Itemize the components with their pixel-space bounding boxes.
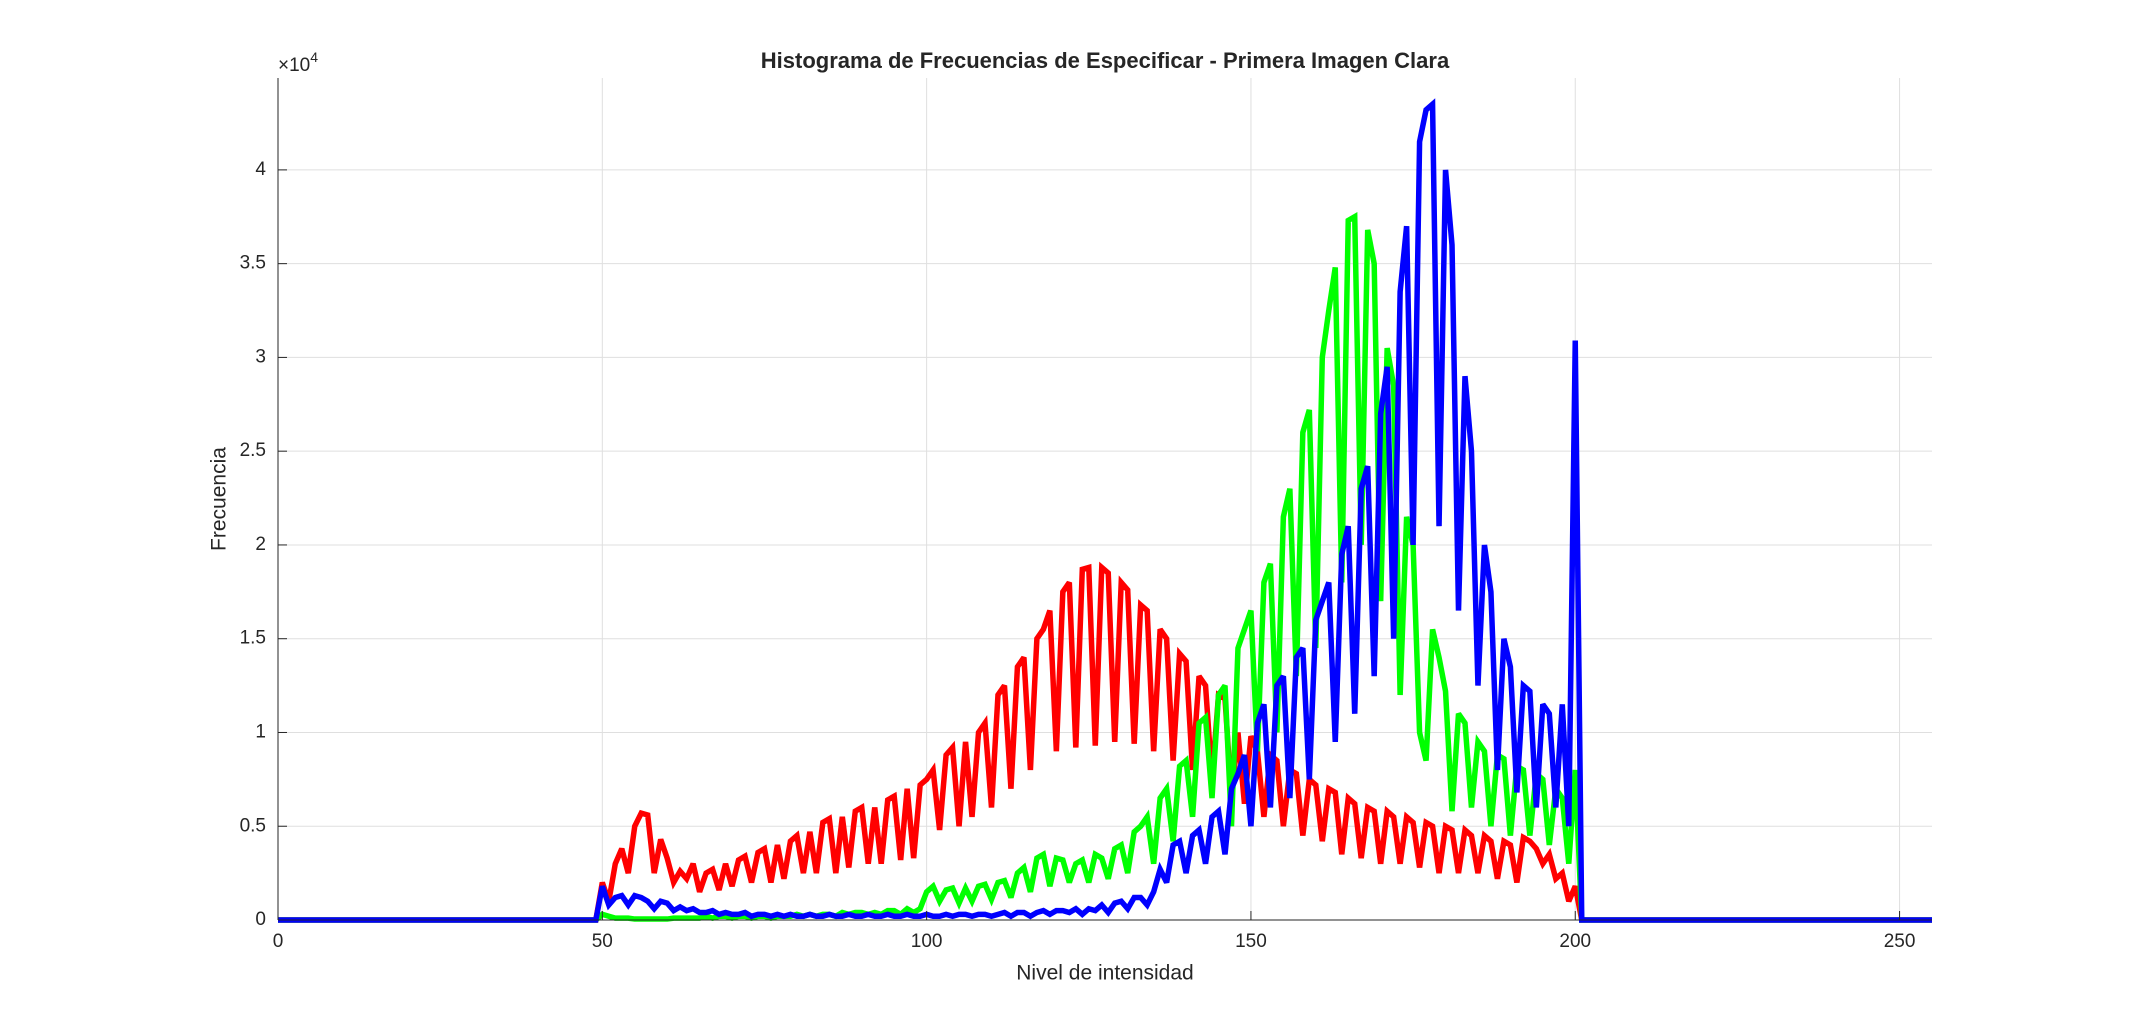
y-axis-label: Frecuencia (208, 447, 231, 551)
axes: 0 50 100 150 200 250 0 0.5 1 1.5 2 2.5 3 3.5 4 (240, 78, 1932, 952)
x-tick-label: 250 (1884, 931, 1916, 952)
x-tick-label: 200 (1559, 931, 1591, 952)
x-axis-label: Nivel de intensidad (1016, 962, 1193, 985)
x-tick-label: 150 (1235, 931, 1267, 952)
grid (277, 78, 1932, 921)
y-tick-label: 1.5 (240, 628, 266, 649)
x-tick-label: 100 (911, 931, 943, 952)
chart-title: Histograma de Frecuencias de Especificar… (761, 48, 1450, 73)
y-tick-label: 4 (255, 159, 266, 180)
y-tick-label: 0 (255, 909, 266, 930)
y-multiplier: ×104 (278, 49, 318, 76)
x-tick-label: 50 (592, 931, 613, 952)
y-tick-label: 3 (255, 346, 266, 367)
y-tick-label: 3.5 (240, 253, 266, 274)
y-multiplier-exponent: 4 (310, 49, 318, 65)
y-tick-label: 1 (255, 721, 266, 742)
y-tick-label: 0.5 (240, 815, 266, 836)
x-tick-label: 0 (273, 931, 284, 952)
y-tick-label: 2.5 (240, 440, 266, 461)
y-tick-label: 2 (255, 534, 266, 555)
y-multiplier-base: ×10 (278, 55, 310, 76)
